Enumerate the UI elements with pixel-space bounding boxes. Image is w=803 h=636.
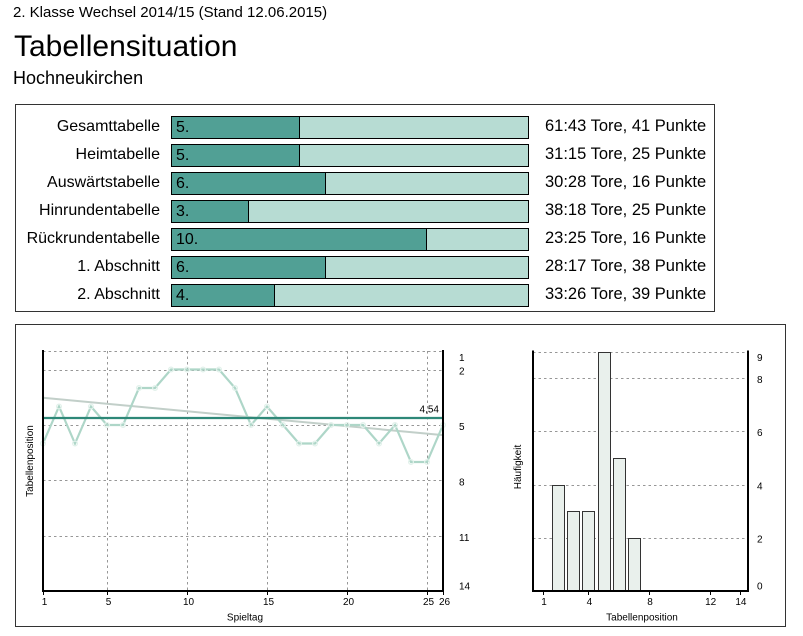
svg-text:0: 0 [757, 581, 763, 592]
svg-text:10: 10 [183, 597, 195, 608]
svg-text:6: 6 [757, 428, 763, 439]
svg-text:4: 4 [757, 482, 763, 493]
svg-text:20: 20 [343, 597, 355, 608]
svg-text:8: 8 [459, 477, 465, 488]
svg-text:Tabellenposition: Tabellenposition [606, 613, 678, 624]
svg-text:5: 5 [106, 597, 112, 608]
svg-text:12: 12 [705, 597, 717, 608]
svg-text:4: 4 [587, 597, 593, 608]
svg-text:8: 8 [647, 597, 653, 608]
svg-text:14: 14 [735, 597, 747, 608]
svg-text:26: 26 [439, 597, 451, 608]
svg-text:5: 5 [459, 422, 465, 433]
svg-text:4,54: 4,54 [420, 404, 440, 415]
svg-text:25: 25 [423, 597, 435, 608]
svg-text:9: 9 [757, 353, 763, 364]
svg-text:Tabellenposition: Tabellenposition [25, 425, 36, 497]
svg-text:8: 8 [757, 375, 763, 386]
svg-text:15: 15 [263, 597, 275, 608]
svg-text:1: 1 [42, 597, 48, 608]
svg-text:Spieltag: Spieltag [227, 613, 263, 624]
svg-text:Häufigkeit: Häufigkeit [513, 445, 524, 490]
svg-text:14: 14 [459, 581, 471, 592]
svg-text:2: 2 [757, 535, 763, 546]
svg-text:2: 2 [459, 366, 465, 377]
svg-text:1: 1 [459, 353, 465, 364]
svg-text:1: 1 [541, 597, 547, 608]
svg-text:11: 11 [459, 533, 470, 544]
